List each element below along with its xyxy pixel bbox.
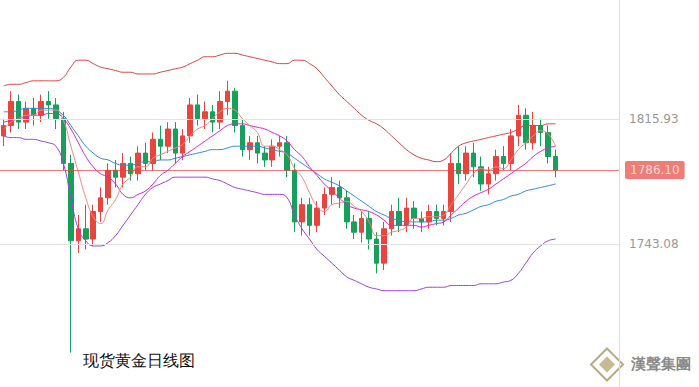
svg-text:漢聲集團: 漢聲集團 — [630, 355, 691, 373]
svg-text:1815.93: 1815.93 — [629, 112, 679, 126]
svg-text:1786.10: 1786.10 — [630, 163, 680, 177]
svg-text:现货黄金日线图: 现货黄金日线图 — [83, 351, 195, 370]
svg-text:1743.08: 1743.08 — [629, 237, 679, 251]
